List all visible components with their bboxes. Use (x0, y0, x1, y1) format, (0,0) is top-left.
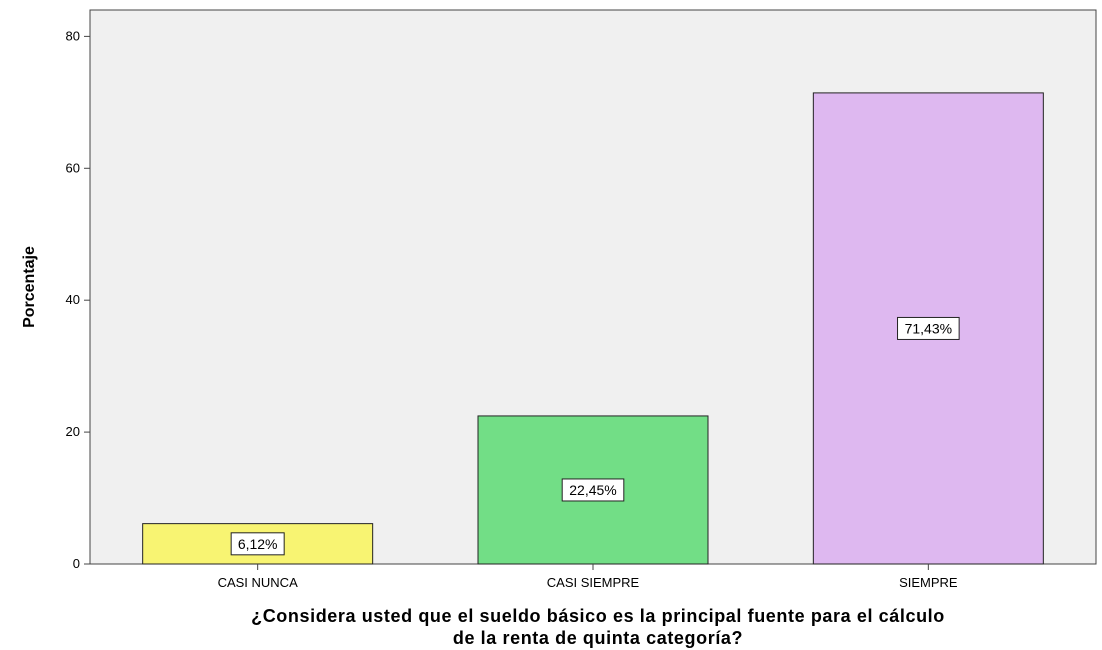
y-axis: 0 20 40 60 80 (66, 28, 90, 571)
data-label-box (230, 532, 285, 556)
y-tick-label: 0 (73, 556, 80, 571)
y-tick-label: 60 (66, 160, 80, 175)
y-tick-label: 40 (66, 292, 80, 307)
data-label-box (897, 316, 960, 340)
data-label: 6,12% (238, 536, 278, 552)
y-tick-label: 20 (66, 424, 80, 439)
x-tick-label: SIEMPRE (899, 575, 958, 590)
y-tick-label: 80 (66, 28, 80, 43)
category-labels: CASI NUNCA CASI SIEMPRE SIEMPRE (218, 564, 958, 590)
x-axis-label-line-1: ¿Considera usted que el sueldo básico es… (251, 606, 945, 626)
bars: 6,12% 22,45% 71,43% (142, 92, 1044, 565)
data-label: 71,43% (905, 320, 952, 336)
data-label: 22,45% (569, 482, 616, 498)
data-label-box (561, 478, 625, 502)
x-tick-label: CASI SIEMPRE (547, 575, 640, 590)
x-axis-label-line-2: de la renta de quinta categoría? (453, 628, 743, 648)
y-axis-label: Porcentaje (21, 246, 38, 328)
x-tick-label: CASI NUNCA (218, 575, 299, 590)
